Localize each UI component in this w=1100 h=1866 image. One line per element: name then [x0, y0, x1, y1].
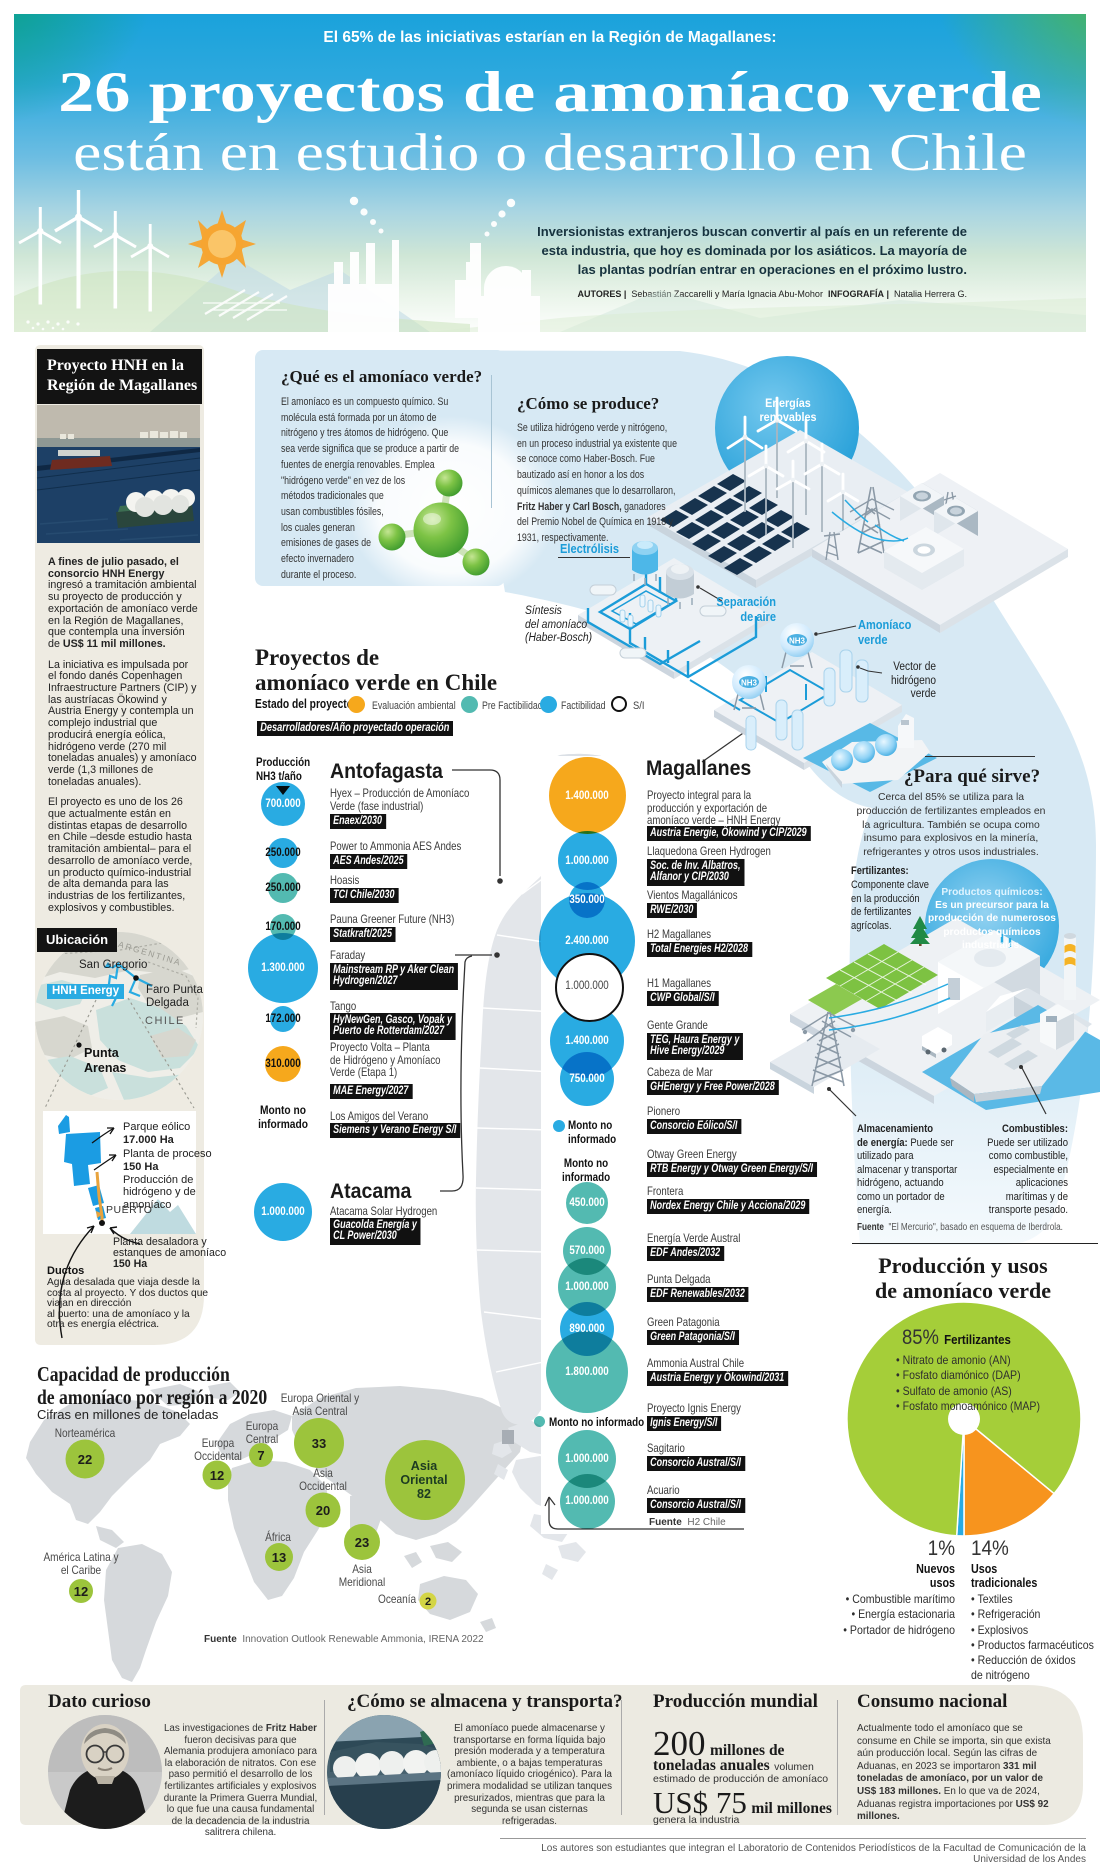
svg-text:12: 12	[74, 1584, 88, 1599]
svg-text:20: 20	[316, 1503, 330, 1518]
svg-text:2: 2	[425, 1596, 431, 1608]
svg-text:Oriental: Oriental	[400, 1473, 447, 1487]
svg-text:33: 33	[312, 1436, 326, 1451]
svg-text:Asia: Asia	[411, 1459, 438, 1473]
svg-text:7: 7	[257, 1448, 264, 1463]
svg-text:22: 22	[78, 1452, 92, 1467]
svg-text:82: 82	[417, 1487, 431, 1501]
svg-text:13: 13	[272, 1550, 286, 1565]
svg-text:NH3: NH3	[789, 637, 806, 646]
svg-text:12: 12	[210, 1468, 224, 1483]
svg-text:NH3: NH3	[741, 679, 758, 688]
svg-text:23: 23	[355, 1535, 369, 1550]
